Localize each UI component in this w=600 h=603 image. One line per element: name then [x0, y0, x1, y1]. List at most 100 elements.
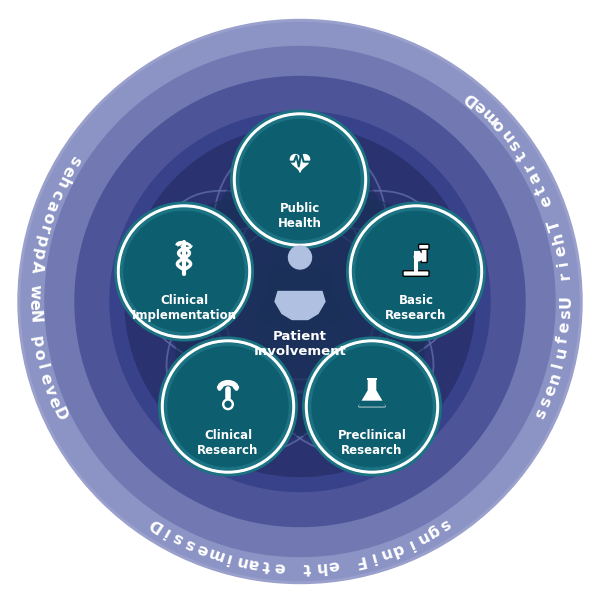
- Circle shape: [114, 201, 254, 341]
- PathPatch shape: [359, 380, 385, 406]
- Text: s: s: [65, 153, 83, 169]
- Circle shape: [224, 401, 232, 408]
- Text: r: r: [35, 224, 52, 235]
- Circle shape: [236, 116, 364, 243]
- Text: e: e: [45, 394, 63, 410]
- Text: h: h: [314, 559, 326, 575]
- Text: D: D: [49, 405, 68, 423]
- Text: t: t: [533, 182, 550, 196]
- Text: l: l: [550, 361, 566, 370]
- Circle shape: [233, 113, 367, 246]
- Text: A: A: [28, 259, 44, 274]
- Text: a: a: [43, 198, 61, 213]
- Bar: [413, 251, 427, 255]
- Text: e: e: [327, 557, 340, 573]
- Circle shape: [176, 266, 352, 442]
- Text: e: e: [542, 382, 560, 397]
- Circle shape: [356, 212, 476, 332]
- Text: i: i: [160, 523, 173, 540]
- Text: n: n: [497, 125, 517, 144]
- Text: n: n: [377, 545, 393, 563]
- Polygon shape: [275, 291, 325, 320]
- Circle shape: [154, 198, 330, 374]
- Text: o: o: [490, 116, 508, 134]
- Text: s: s: [506, 136, 524, 153]
- Text: i: i: [556, 259, 571, 267]
- Text: m: m: [205, 544, 225, 563]
- FancyBboxPatch shape: [421, 245, 427, 262]
- Text: u: u: [553, 346, 569, 360]
- Text: e: e: [194, 540, 210, 558]
- Circle shape: [349, 205, 482, 338]
- Text: e: e: [274, 559, 286, 575]
- Bar: [413, 255, 418, 272]
- Text: t: t: [302, 560, 311, 575]
- Text: Basic
Research: Basic Research: [385, 294, 446, 322]
- Text: o: o: [31, 347, 48, 361]
- Text: i: i: [404, 536, 415, 552]
- Text: r: r: [557, 271, 572, 280]
- Text: s: s: [183, 535, 197, 552]
- Text: Patient
Involvement: Patient Involvement: [254, 329, 346, 358]
- Text: l: l: [34, 362, 50, 371]
- Text: s: s: [532, 406, 550, 421]
- PathPatch shape: [359, 401, 385, 406]
- Circle shape: [75, 77, 525, 526]
- Bar: [367, 378, 377, 380]
- Text: h: h: [550, 230, 567, 245]
- Text: n: n: [233, 552, 248, 569]
- Circle shape: [234, 387, 239, 391]
- Circle shape: [158, 336, 298, 476]
- Circle shape: [45, 46, 555, 557]
- Polygon shape: [290, 154, 310, 172]
- Circle shape: [308, 343, 436, 470]
- Text: e: e: [59, 163, 77, 180]
- Text: N: N: [26, 309, 43, 324]
- Circle shape: [312, 347, 432, 467]
- Text: v: v: [41, 383, 58, 398]
- Text: Preclinical
Research: Preclinical Research: [338, 429, 406, 457]
- Text: f: f: [555, 335, 571, 344]
- Text: p: p: [29, 335, 46, 349]
- Text: Clinical
Research: Clinical Research: [197, 429, 259, 457]
- Circle shape: [346, 201, 486, 341]
- Text: d: d: [389, 540, 406, 558]
- Text: o: o: [39, 210, 56, 225]
- Text: p: p: [32, 235, 49, 249]
- Circle shape: [118, 205, 251, 338]
- Text: n: n: [546, 370, 563, 385]
- Text: w: w: [26, 284, 42, 299]
- Circle shape: [164, 343, 292, 470]
- FancyBboxPatch shape: [403, 271, 429, 276]
- Text: F: F: [352, 552, 367, 569]
- Circle shape: [270, 198, 446, 374]
- Text: c: c: [48, 186, 65, 201]
- Circle shape: [222, 399, 234, 410]
- Circle shape: [212, 153, 388, 329]
- Text: e: e: [37, 371, 54, 386]
- Text: r: r: [521, 159, 538, 174]
- Circle shape: [218, 387, 222, 391]
- Text: s: s: [558, 309, 574, 320]
- Circle shape: [110, 112, 490, 491]
- Text: e: e: [553, 244, 569, 257]
- Text: a: a: [526, 169, 544, 186]
- Circle shape: [121, 208, 248, 335]
- Circle shape: [21, 22, 579, 581]
- Text: s: s: [437, 516, 453, 534]
- FancyBboxPatch shape: [419, 244, 429, 249]
- Circle shape: [248, 266, 424, 442]
- Circle shape: [168, 347, 288, 467]
- Text: i: i: [223, 549, 232, 566]
- Text: t: t: [514, 148, 530, 163]
- Text: e: e: [537, 193, 555, 209]
- Circle shape: [125, 127, 475, 476]
- Text: a: a: [247, 555, 260, 572]
- Text: s: s: [538, 395, 555, 409]
- Circle shape: [413, 252, 423, 262]
- Text: n: n: [413, 529, 430, 548]
- Circle shape: [161, 340, 295, 473]
- Text: p: p: [30, 247, 47, 261]
- Text: U: U: [559, 295, 574, 308]
- Text: e: e: [472, 97, 490, 115]
